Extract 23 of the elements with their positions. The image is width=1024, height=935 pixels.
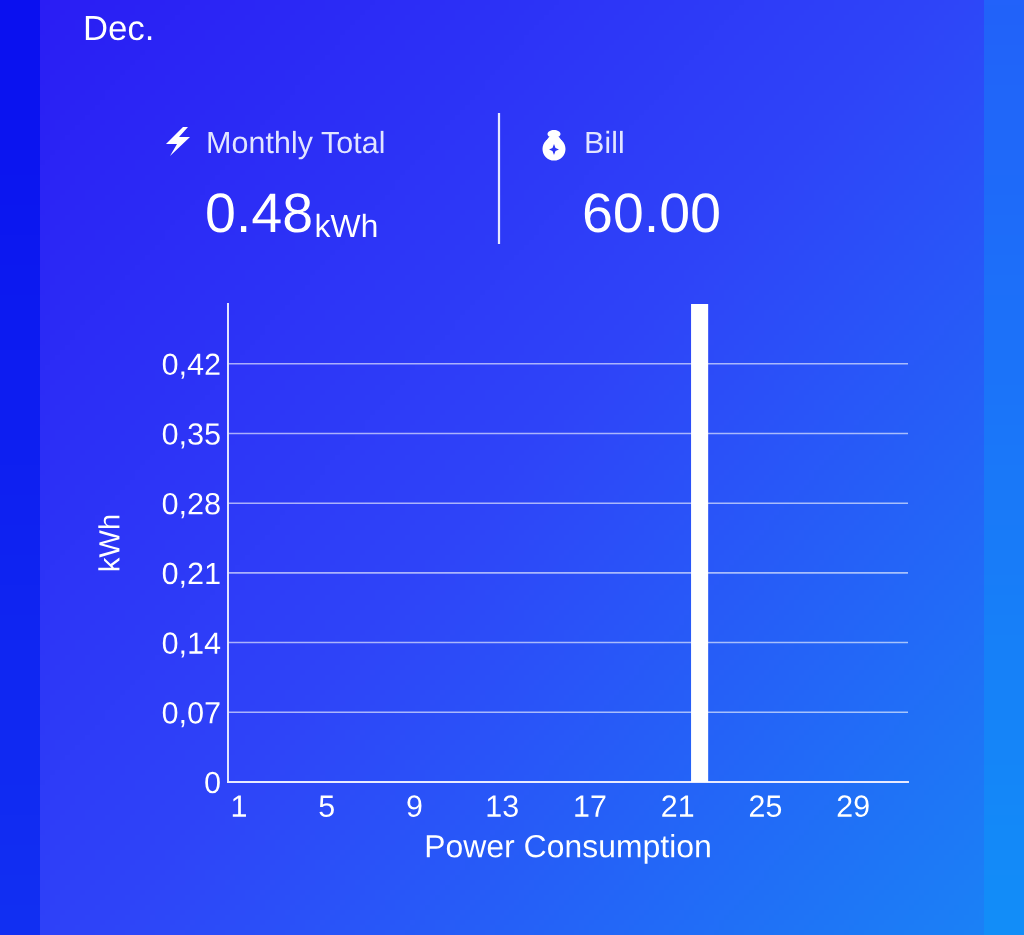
x-tick-label: 25: [749, 795, 782, 817]
y-tick-label: 0,14: [162, 632, 221, 658]
y-tick-label: 0,42: [162, 353, 220, 379]
y-axis-title: kWh: [98, 515, 120, 571]
x-tick-label: 1: [232, 795, 246, 817]
text: 0.48: [207, 193, 311, 233]
chart-title: Dec.: [85, 16, 152, 41]
x-tick-label: 17: [575, 795, 606, 817]
x-tick-label: 13: [487, 795, 518, 817]
y-tick-label: 0,28: [162, 492, 220, 519]
text: Bill: [586, 130, 623, 153]
y-tick-label: 0,07: [162, 702, 220, 728]
text: kWh: [316, 213, 377, 237]
text: Monthly Total: [208, 130, 384, 160]
y-tick-label: 0,21: [162, 562, 220, 588]
x-tick-label: 29: [837, 795, 869, 817]
text: 60.00: [584, 193, 719, 233]
x-tick-label: 9: [407, 795, 422, 817]
y-tick-label: 0,35: [162, 423, 220, 449]
y-tick-label: 0: [205, 771, 220, 794]
x-tick-label: 21: [662, 795, 694, 817]
x-axis-title: Power Consumption: [426, 834, 710, 864]
x-tick-label: 5: [319, 795, 334, 817]
